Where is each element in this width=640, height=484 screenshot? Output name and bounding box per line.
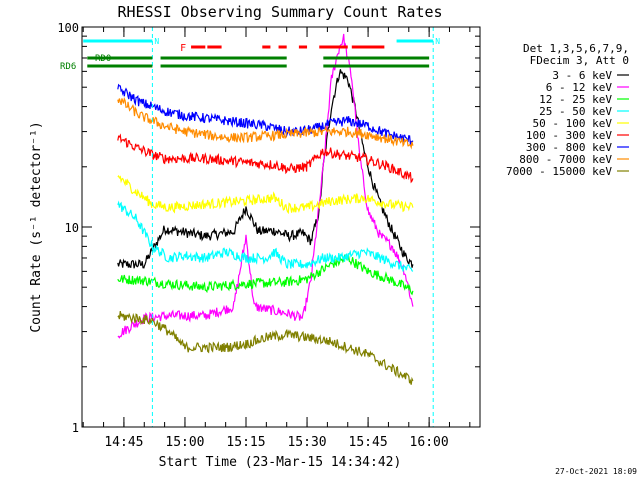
x-tick-label-1: 15:00 bbox=[165, 435, 204, 450]
day-interval-label-1: N bbox=[435, 37, 440, 46]
y-axis-label: Count Rate (s⁻¹ detector⁻¹) bbox=[29, 121, 44, 332]
legend-label-4: 50 - 100 keV bbox=[533, 117, 613, 130]
x-axis-label: Start Time (23-Mar-15 14:34:42) bbox=[159, 455, 402, 470]
series-line-1 bbox=[117, 33, 414, 339]
y-tick-label-2: 100 bbox=[57, 21, 79, 35]
x-tick-label-5: 16:00 bbox=[410, 435, 449, 450]
series-line-2 bbox=[117, 253, 414, 296]
series-line-5 bbox=[117, 133, 414, 184]
legend-label-0: 3 - 6 keV bbox=[552, 69, 612, 82]
series-line-0 bbox=[117, 69, 414, 269]
legend-label-2: 12 - 25 keV bbox=[539, 93, 612, 106]
layer-flags: N N F RD0 RD6 bbox=[60, 27, 440, 427]
saa-flag-label-0: RD0 bbox=[95, 54, 111, 64]
day-interval-label-0: N bbox=[154, 37, 159, 46]
legend-label-3: 25 - 50 keV bbox=[539, 105, 612, 118]
legend-header-1: FDecim 3, Att 0 bbox=[530, 54, 629, 67]
legend-label-8: 7000 - 15000 keV bbox=[506, 165, 612, 178]
series-line-6 bbox=[117, 83, 414, 145]
timestamp-label: 27-Oct-2021 18:09 bbox=[555, 467, 637, 476]
series-line-3 bbox=[117, 200, 414, 272]
layer-series bbox=[117, 33, 414, 385]
y-tick-label-0: 1 bbox=[72, 421, 79, 435]
x-tick-label-2: 15:15 bbox=[226, 435, 265, 450]
legend-label-1: 6 - 12 keV bbox=[546, 81, 613, 94]
legend-label-7: 800 - 7000 keV bbox=[519, 153, 612, 166]
layer-legend: Det 1,3,5,6,7,9,FDecim 3, Att 0 3 - 6 keV… bbox=[506, 42, 629, 178]
chart-title: RHESSI Observing Summary Count Rates bbox=[117, 3, 442, 21]
series-line-7 bbox=[117, 96, 414, 150]
legend-label-6: 300 - 800 keV bbox=[526, 141, 612, 154]
saa-flag-label-1: RD6 bbox=[60, 62, 76, 72]
legend-label-5: 100 - 300 keV bbox=[526, 129, 612, 142]
x-tick-label-0: 14:45 bbox=[104, 435, 143, 450]
x-tick-label-3: 15:30 bbox=[287, 435, 326, 450]
series-line-4 bbox=[117, 174, 414, 215]
y-tick-label-1: 10 bbox=[65, 221, 79, 235]
flare-label: F bbox=[180, 43, 186, 54]
x-tick-label-4: 15:45 bbox=[349, 435, 388, 450]
series-line-8 bbox=[117, 311, 414, 385]
legend-header-0: Det 1,3,5,6,7,9, bbox=[523, 42, 629, 55]
layer-axes: 1 10 100 14:45 15:00 15:15 15:30 15:45 16:00 bbox=[57, 21, 481, 450]
